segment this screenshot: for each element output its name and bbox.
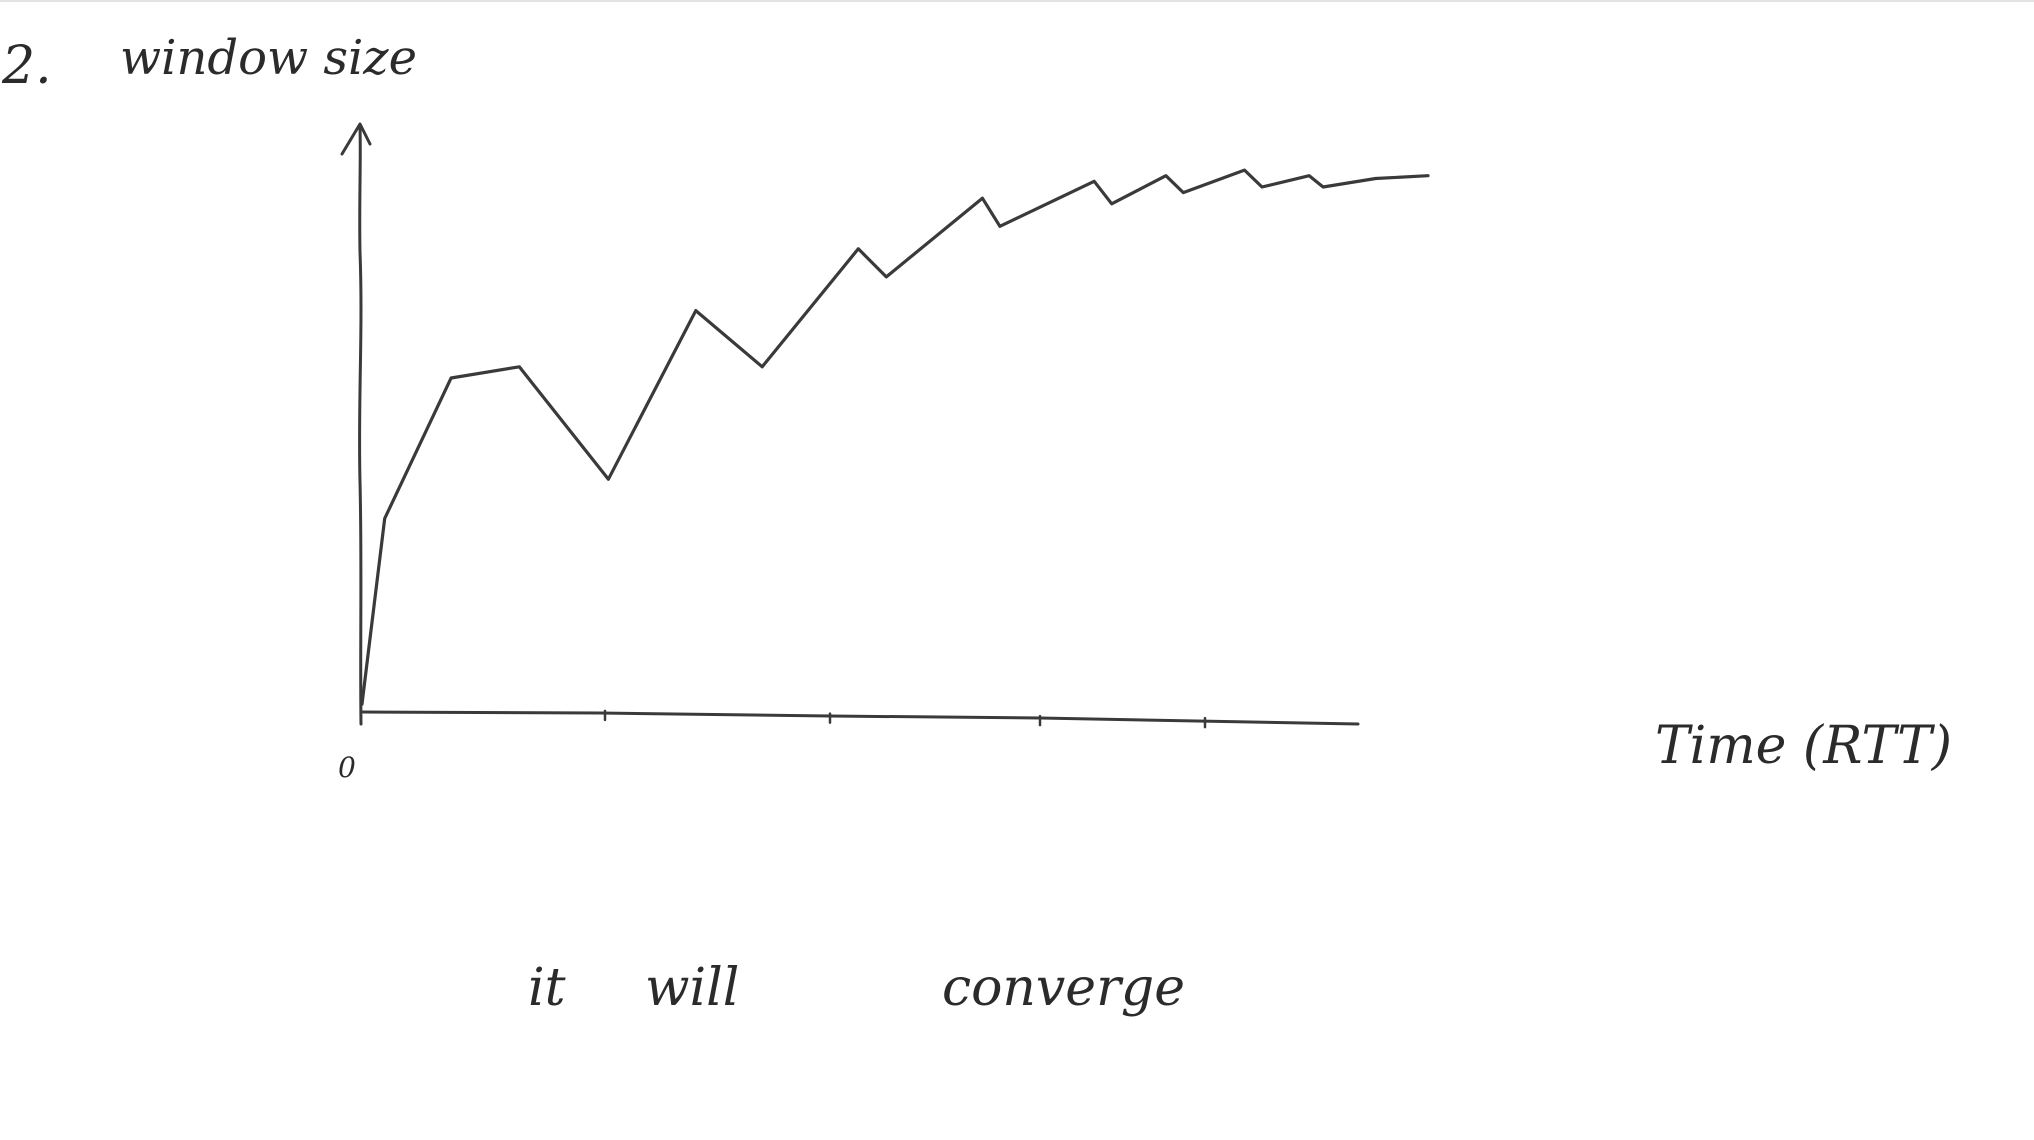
x-axis-label: Time (RTT) [1655, 716, 1953, 776]
x-axis-ticks [603, 709, 1207, 729]
y-axis [358, 125, 363, 726]
note-word-converge: converge [942, 958, 1185, 1018]
question-number: 2. [2, 36, 52, 96]
y-axis-label: window size [120, 30, 417, 86]
note-word-will: will [645, 958, 740, 1018]
note-word-it: it [528, 958, 566, 1018]
x-axis [361, 710, 1360, 726]
y-axis-arrowhead [340, 122, 372, 156]
origin-label: 0 [338, 751, 356, 784]
window-size-line [360, 168, 1430, 706]
